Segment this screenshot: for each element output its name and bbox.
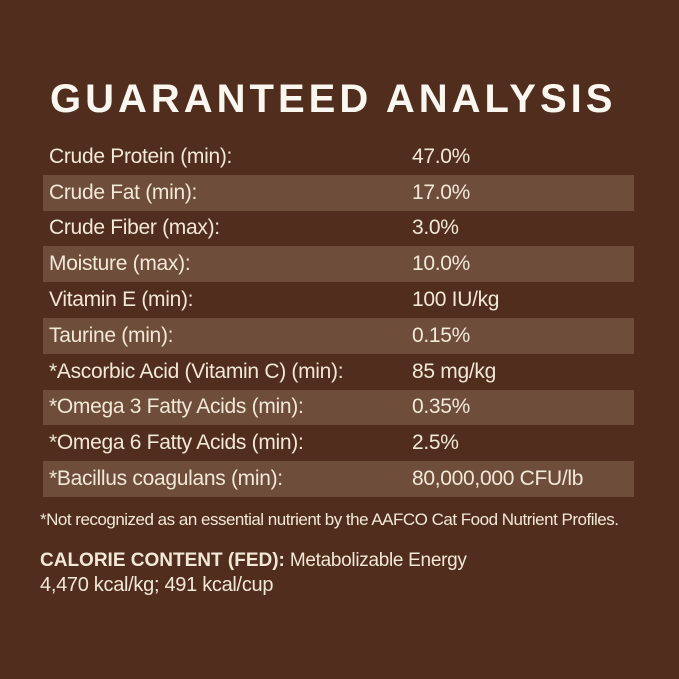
- nutrient-label: Moisture (max):: [49, 252, 191, 276]
- nutrient-label: *Omega 6 Fatty Acids (min):: [49, 431, 304, 455]
- nutrient-label: Crude Fat (min):: [49, 180, 198, 204]
- nutrient-label: *Omega 3 Fatty Acids (min):: [49, 395, 304, 419]
- table-row: *Omega 6 Fatty Acids (min): 2.5%: [43, 425, 634, 461]
- table-row: *Bacillus coagulans (min): 80,000,000 CF…: [43, 461, 634, 497]
- nutrient-value: 10.0%: [412, 252, 471, 276]
- nutrient-value: 17.0%: [412, 180, 471, 204]
- table-row: *Ascorbic Acid (Vitamin C) (min): 85 mg/…: [43, 354, 634, 390]
- nutrient-value: 0.35%: [412, 395, 471, 419]
- calorie-content-line: CALORIE CONTENT (FED): Metabolizable Ene…: [40, 549, 467, 573]
- table-row: Moisture (max): 10.0%: [43, 246, 634, 283]
- analysis-table: Crude Protein (min): 47.0% Crude Fat (mi…: [43, 139, 634, 497]
- nutrient-value: 80,000,000 CFU/lb: [412, 467, 584, 491]
- nutrient-label: Taurine (min):: [49, 323, 174, 347]
- nutrient-value: 100 IU/kg: [412, 288, 500, 312]
- table-row: Crude Fat (min): 17.0%: [43, 174, 634, 211]
- nutrient-label: Vitamin E (min):: [49, 288, 194, 312]
- nutrient-label: *Ascorbic Acid (Vitamin C) (min):: [49, 359, 344, 383]
- table-row: *Omega 3 Fatty Acids (min): 0.35%: [43, 389, 634, 426]
- nutrient-label: *Bacillus coagulans (min):: [49, 467, 283, 491]
- page-title: GUARANTEED ANALYSIS: [50, 77, 617, 121]
- table-row: Crude Protein (min): 47.0%: [43, 139, 634, 175]
- nutrient-label: Crude Protein (min):: [49, 144, 233, 168]
- calorie-content-section: CALORIE CONTENT (FED): Metabolizable Ene…: [40, 549, 467, 597]
- table-row: Crude Fiber (max): 3.0%: [43, 211, 634, 247]
- calorie-content-heading: CALORIE CONTENT (FED):: [40, 550, 285, 571]
- aafco-footnote: *Not recognized as an essential nutrient…: [40, 510, 619, 529]
- nutrient-value: 85 mg/kg: [412, 359, 496, 383]
- nutrient-value: 47.0%: [412, 144, 471, 168]
- nutrient-value: 3.0%: [412, 216, 459, 240]
- nutrient-value: 0.15%: [412, 323, 471, 347]
- table-row: Vitamin E (min): 100 IU/kg: [43, 282, 634, 318]
- nutrient-label: Crude Fiber (max):: [49, 216, 220, 240]
- calorie-content-description: Metabolizable Energy: [289, 550, 467, 571]
- table-row: Taurine (min): 0.15%: [43, 317, 634, 354]
- nutrient-value: 2.5%: [412, 431, 459, 455]
- calorie-content-values: 4,470 kcal/kg; 491 kcal/cup: [40, 574, 274, 596]
